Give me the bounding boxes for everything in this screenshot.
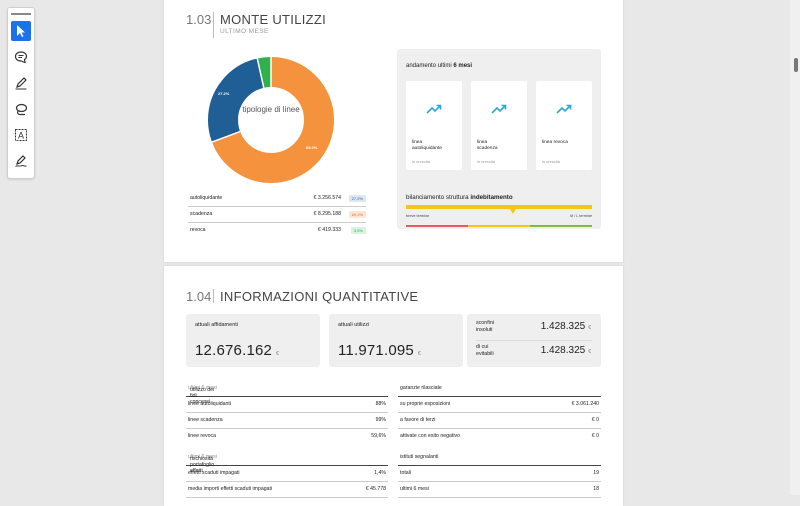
trend-card-revoca: linea revoca in crescita <box>536 81 592 170</box>
donut-separator <box>256 58 265 88</box>
section-separator <box>213 12 214 38</box>
trending-up-icon <box>556 104 572 114</box>
section-subtitle: ULTIMO MESE <box>220 28 269 35</box>
signature-icon <box>15 155 27 167</box>
sconfini-label: sconfini insoluti <box>476 320 494 333</box>
text-box-tool-button[interactable]: A <box>11 125 31 145</box>
section-title: INFORMAZIONI QUANTITATIVE <box>220 289 419 304</box>
sconfini-value: 1.428.325 € <box>540 321 591 332</box>
table-row: linee scadenza 99% <box>186 413 388 429</box>
table-row: ultimi 6 mesi 18 <box>398 482 601 498</box>
evitabili-label: di cui evitabili <box>476 344 494 357</box>
legend-name: scadenza <box>190 211 213 217</box>
donut-label-autoliquidante: 27.2% <box>218 91 230 96</box>
legend-badge: 27,2% <box>348 195 366 202</box>
card-sconfini: sconfini insoluti 1.428.325 € di cui evitab… <box>467 314 601 367</box>
legend-row: autoliquidante € 3.256.574 27,2% <box>188 191 366 207</box>
table-row: effetti scaduti impagati 1,4% <box>186 466 388 482</box>
donut-center-label: tipologie di linee <box>242 105 300 114</box>
legend-badge: 69,3% <box>348 211 366 218</box>
legend-name: autoliquidante <box>190 195 223 201</box>
document-page-2: 1.04 INFORMAZIONI QUANTITATIVE attuali a… <box>164 266 623 506</box>
table-row: linee autoliquidanti 88% <box>186 397 388 413</box>
legend-row: revoca € 419.333 3,5% <box>188 223 366 238</box>
legend-value: € 3.256.574 <box>313 195 341 201</box>
comment-tool-button[interactable] <box>11 47 31 67</box>
section-title: MONTE UTILIZZI <box>220 12 327 27</box>
table-garanzie: garanzie rilasciate su proprie esposizio… <box>398 383 601 444</box>
section-number: 1.04 <box>186 289 212 304</box>
table-rischiosita: rischiosità portafoglio effetti ultimi 6… <box>186 452 388 498</box>
scrollbar-thumb[interactable] <box>794 58 798 72</box>
evitabili-value: 1.428.325 € <box>540 345 591 356</box>
pointer-icon <box>17 25 25 37</box>
trending-up-icon <box>491 104 507 114</box>
trend-card-name: linea revoca <box>542 140 568 145</box>
scale-segment-green <box>530 225 592 227</box>
trend-card-status: in crescita <box>477 159 496 164</box>
pen-tool-button[interactable] <box>11 73 31 93</box>
pointer-tool-button[interactable] <box>11 21 31 41</box>
donut-chart <box>208 57 334 183</box>
vertical-scrollbar[interactable] <box>790 0 800 495</box>
table-header: istituti segnalanti <box>398 452 601 466</box>
trending-up-icon <box>426 104 442 114</box>
pen-icon <box>15 77 27 90</box>
card-value: 12.676.162 € <box>195 342 280 359</box>
bilanciamento-left-label: breve termine <box>406 214 430 218</box>
scale-segment-yellow <box>468 225 530 227</box>
section-separator <box>213 289 214 303</box>
donut-slice-autoliquidante <box>208 57 334 183</box>
annotation-toolbar: A <box>7 7 35 179</box>
svg-text:A: A <box>18 131 24 141</box>
trend-card-status: in crescita <box>412 159 431 164</box>
donut-separator <box>211 130 241 143</box>
comment-icon <box>14 51 28 64</box>
text-box-icon: A <box>15 129 27 141</box>
table-row: media importi effetti scaduti impagati € … <box>186 482 388 498</box>
bilanciamento-right-label: M / L termine <box>569 214 592 218</box>
legend-table: autoliquidante € 3.256.574 27,2% scadenz… <box>188 191 366 238</box>
table-istituti: istituti segnalanti totali 19 ultimi 6 me… <box>398 452 601 498</box>
bilanciamento-title: bilanciamento struttura indebitamento <box>406 194 513 201</box>
card-divider <box>476 340 592 341</box>
trend-title: andamento ultimi 6 mesi <box>406 63 473 69</box>
card-label: attuali affidamenti <box>195 322 239 328</box>
trend-card-autoliquidante: linea autoliquidante in crescita <box>406 81 462 170</box>
signature-tool-button[interactable] <box>11 151 31 171</box>
legend-row: scadenza € 8.295.188 69,3% <box>188 207 366 223</box>
table-row: attivate con esito negativo € 0 <box>400 433 599 439</box>
table-header: rischiosità portafoglio effetti ultimi 6… <box>186 452 388 474</box>
section-number: 1.03 <box>186 12 212 27</box>
card-attuali-utilizzi: attuali utilizzi 11.971.095 € <box>329 314 463 367</box>
legend-value: € 419.333 <box>317 227 341 233</box>
bilanciamento-bar <box>406 205 592 209</box>
table-utilizzo-fidi: utilizzo dei fidi concessi ultimi 6 mesi… <box>186 383 388 444</box>
bilanciamento-marker <box>510 209 516 214</box>
legend-badge: 3,5% <box>350 227 366 234</box>
trend-card-name: linea scadenza <box>477 140 498 151</box>
donut-label-scadenza: 69.3% <box>306 145 318 150</box>
toolbar-grip[interactable] <box>11 13 31 15</box>
legend-name: revoca <box>190 227 206 233</box>
table-header: garanzie rilasciate <box>398 383 601 397</box>
scale-segment-red <box>406 225 468 227</box>
table-row: totali 19 <box>398 466 601 482</box>
trend-card-name: linea autoliquidante <box>412 140 442 151</box>
lasso-tool-button[interactable] <box>11 99 31 119</box>
table-row: a favore di terzi € 0 <box>398 413 601 429</box>
trend-panel: andamento ultimi 6 mesi linea autoliquid… <box>397 49 601 229</box>
card-attuali-affidamenti: attuali affidamenti 12.676.162 € <box>186 314 320 367</box>
card-value: 11.971.095 € <box>338 342 421 359</box>
table-header: utilizzo dei fidi concessi ultimi 6 mesi <box>186 383 388 405</box>
table-row: su proprie esposizioni € 3.061.240 <box>398 397 601 413</box>
card-label: attuali utilizzi <box>338 322 370 328</box>
legend-value: € 8.295.188 <box>313 211 341 217</box>
trend-card-status: in crescita <box>542 159 561 164</box>
trend-card-scadenza: linea scadenza in crescita <box>471 81 527 170</box>
lasso-icon <box>15 103 28 116</box>
table-row: linee revoca 59,6% <box>188 433 386 439</box>
document-page-1: 1.03 MONTE UTILIZZI ULTIMO MESE tipologi… <box>164 0 623 262</box>
